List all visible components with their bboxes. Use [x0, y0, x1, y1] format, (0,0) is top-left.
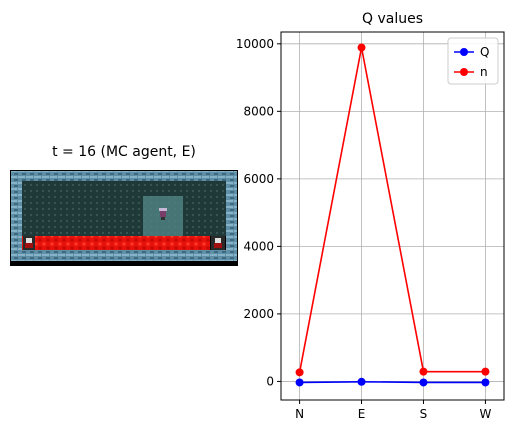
- legend-marker-q: [460, 48, 468, 56]
- wall-right: [226, 171, 237, 261]
- env-title: t = 16 (MC agent, E): [52, 144, 196, 160]
- data-point-n: [419, 367, 428, 376]
- agent-icon: [159, 208, 167, 220]
- x-tick-label: W: [479, 407, 491, 421]
- y-tick-label: 10000: [236, 37, 274, 51]
- y-tick-label: 8000: [243, 104, 274, 118]
- axis-ticks: 0 2000 4000 6000 8000 10000 N E S W: [236, 37, 492, 421]
- grid-lines: [281, 32, 504, 400]
- goal-left-icon: [23, 236, 35, 250]
- chart-title: Q values: [362, 11, 423, 27]
- x-tick-label: S: [420, 407, 428, 421]
- x-tick-label: E: [358, 407, 366, 421]
- y-tick-label: 6000: [243, 172, 274, 186]
- series-line-n: [298, 47, 486, 373]
- legend: Qn: [447, 37, 499, 85]
- environment-gridworld: [10, 170, 238, 266]
- floor: [22, 181, 226, 236]
- x-tick-label: N: [295, 407, 304, 421]
- series-layer: [295, 43, 490, 387]
- legend-label-q: Q: [480, 45, 489, 59]
- y-tick-label: 0: [266, 374, 274, 388]
- series-line-q: [299, 380, 486, 384]
- data-point-q: [419, 378, 428, 387]
- wall-left: [11, 171, 22, 261]
- legend-box: [447, 37, 499, 85]
- wall-top: [11, 171, 237, 181]
- y-tick-label: 2000: [243, 307, 274, 321]
- y-tick-label: 4000: [243, 239, 274, 253]
- goal-right-icon: [211, 236, 225, 250]
- legend-label-n: n: [480, 65, 488, 79]
- lava-strip: [36, 236, 210, 250]
- data-point-n: [357, 43, 366, 52]
- data-point-n: [481, 367, 490, 376]
- data-point-q: [357, 377, 366, 386]
- data-point-q: [295, 378, 304, 387]
- wall-bottom: [11, 250, 237, 261]
- data-point-q: [481, 378, 490, 387]
- data-point-n: [295, 368, 304, 377]
- plot-frame: [280, 31, 505, 401]
- legend-marker-n: [460, 68, 468, 76]
